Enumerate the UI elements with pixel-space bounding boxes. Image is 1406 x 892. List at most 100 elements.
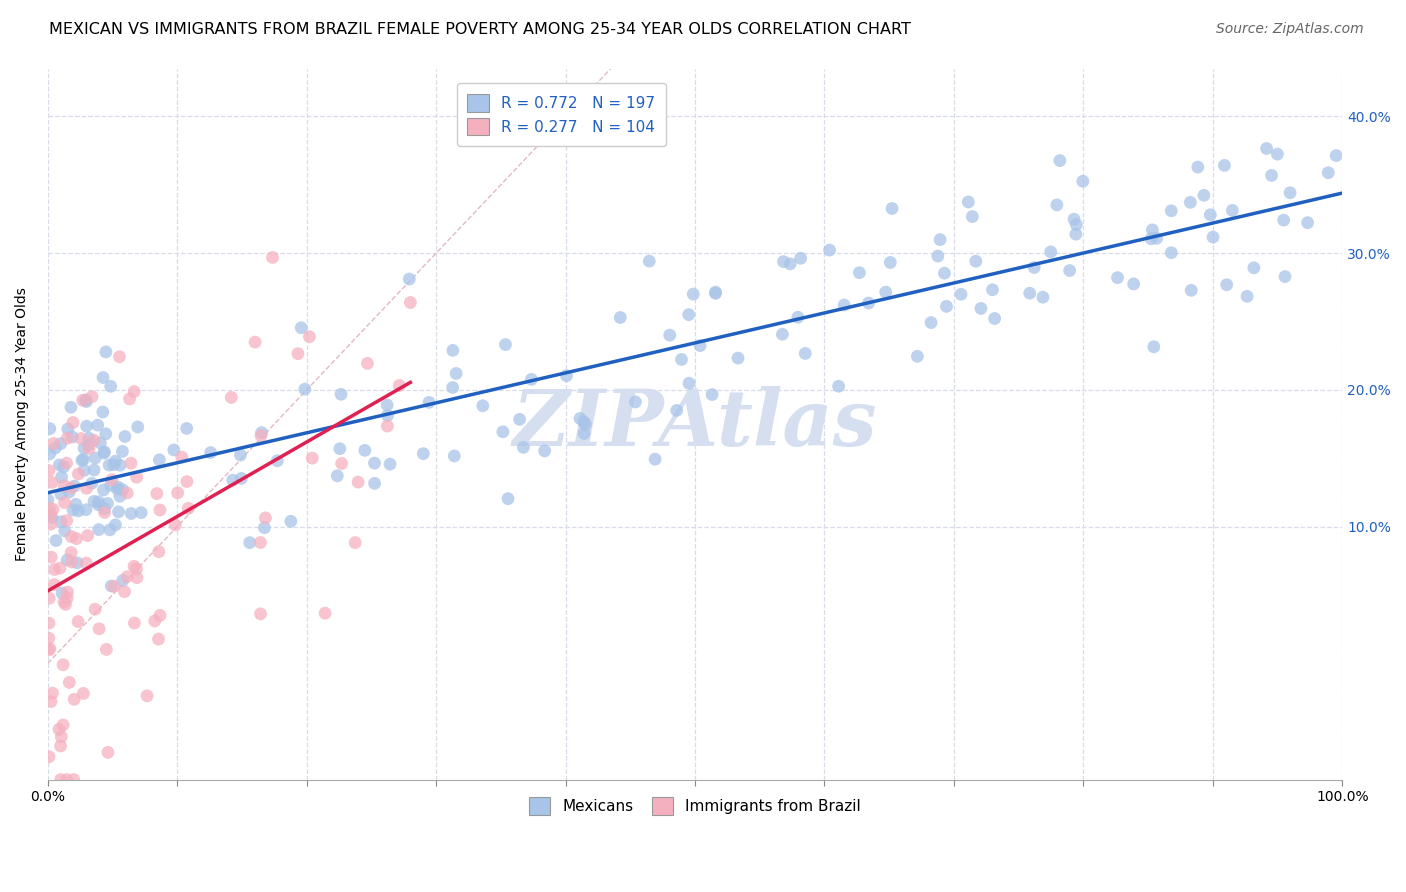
- Point: [1122, 277, 1144, 291]
- Point: [94, 426, 117, 441]
- Point: [249, 535, 271, 549]
- Point: [880, 202, 903, 216]
- Point: [949, 287, 972, 301]
- Point: [100, 379, 122, 393]
- Point: [858, 296, 880, 310]
- Point: [70, 432, 93, 446]
- Point: [574, 417, 596, 432]
- Point: [42, 436, 65, 450]
- Point: [75, 502, 97, 516]
- Point: [118, 392, 141, 406]
- Point: [96, 496, 118, 510]
- Point: [76, 528, 98, 542]
- Point: [77, 438, 100, 452]
- Point: [103, 579, 125, 593]
- Point: [149, 608, 172, 623]
- Point: [219, 391, 242, 405]
- Point: [520, 372, 543, 386]
- Point: [87, 498, 110, 512]
- Point: [56, 422, 79, 436]
- Point: [111, 444, 134, 458]
- Point: [60, 555, 83, 569]
- Point: [471, 399, 494, 413]
- Point: [294, 382, 316, 396]
- Point: [37, 492, 59, 507]
- Point: [146, 486, 169, 500]
- Point: [75, 394, 97, 409]
- Point: [818, 243, 841, 257]
- Point: [111, 483, 134, 497]
- Point: [75, 556, 97, 570]
- Point: [148, 544, 170, 558]
- Point: [44, 441, 66, 455]
- Point: [89, 436, 111, 450]
- Point: [231, 471, 253, 485]
- Point: [56, 431, 79, 445]
- Point: [176, 475, 198, 489]
- Point: [45, 533, 67, 548]
- Point: [76, 419, 98, 434]
- Point: [789, 252, 811, 266]
- Point: [1187, 160, 1209, 174]
- Point: [107, 480, 129, 494]
- Point: [344, 535, 367, 549]
- Point: [443, 449, 465, 463]
- Point: [72, 393, 94, 408]
- Point: [1063, 212, 1085, 227]
- Point: [104, 517, 127, 532]
- Point: [1160, 245, 1182, 260]
- Text: ZIPAtlas: ZIPAtlas: [513, 386, 877, 462]
- Point: [239, 535, 262, 549]
- Point: [56, 553, 79, 567]
- Point: [63, 479, 86, 493]
- Point: [1180, 283, 1202, 297]
- Point: [53, 524, 76, 538]
- Point: [832, 298, 855, 312]
- Point: [533, 444, 555, 458]
- Point: [970, 301, 993, 316]
- Point: [572, 415, 595, 429]
- Point: [149, 503, 172, 517]
- Point: [1324, 148, 1347, 162]
- Point: [114, 584, 136, 599]
- Point: [494, 337, 516, 351]
- Point: [1236, 289, 1258, 303]
- Point: [1140, 232, 1163, 246]
- Point: [52, 657, 75, 672]
- Point: [770, 327, 793, 342]
- Point: [80, 476, 103, 491]
- Point: [125, 571, 148, 585]
- Point: [77, 431, 100, 445]
- Point: [326, 468, 349, 483]
- Point: [441, 380, 464, 394]
- Point: [49, 739, 72, 753]
- Point: [120, 507, 142, 521]
- Point: [1279, 186, 1302, 200]
- Point: [848, 266, 870, 280]
- Point: [957, 194, 980, 209]
- Point: [77, 442, 100, 456]
- Point: [1107, 270, 1129, 285]
- Point: [678, 376, 700, 391]
- Point: [60, 481, 83, 495]
- Point: [84, 450, 107, 465]
- Point: [38, 749, 60, 764]
- Point: [682, 287, 704, 301]
- Point: [107, 505, 129, 519]
- Point: [388, 378, 411, 392]
- Point: [1064, 218, 1087, 232]
- Point: [492, 425, 515, 439]
- Point: [115, 486, 138, 500]
- Point: [689, 338, 711, 352]
- Point: [418, 395, 440, 409]
- Point: [249, 607, 271, 621]
- Point: [981, 283, 1004, 297]
- Point: [122, 559, 145, 574]
- Point: [38, 631, 60, 645]
- Point: [114, 429, 136, 443]
- Point: [1220, 203, 1243, 218]
- Point: [794, 346, 817, 360]
- Point: [62, 772, 84, 787]
- Point: [38, 447, 60, 461]
- Point: [262, 251, 284, 265]
